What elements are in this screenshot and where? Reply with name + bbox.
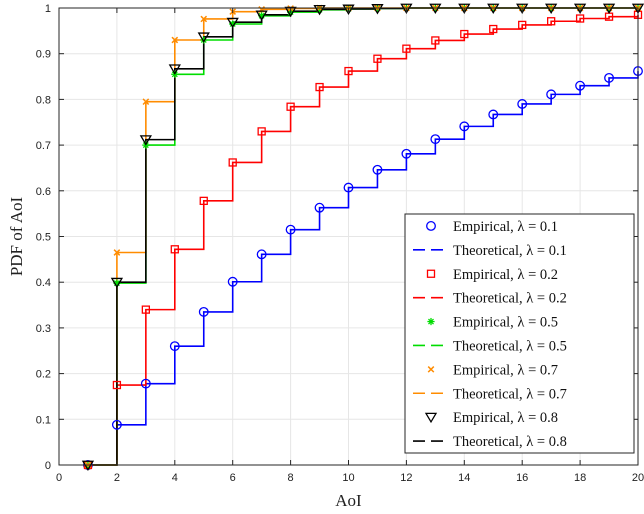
y-axis-title: PDF of AoI — [7, 196, 26, 276]
empirical-marker-lambda-0.2 — [141, 305, 151, 314]
legend-label-empirical: Empirical, λ = 0.8 — [453, 410, 558, 426]
y-tick-label: 0 — [45, 460, 51, 472]
empirical-marker-lambda-0.1 — [546, 89, 557, 100]
empirical-marker-lambda-0.2 — [257, 127, 266, 136]
empirical-marker-lambda-0.2 — [170, 245, 179, 254]
empirical-marker-lambda-0.2 — [402, 44, 411, 53]
legend-label-theoretical: Theoretical, λ = 0.8 — [453, 434, 567, 450]
y-tick-label: 0.7 — [36, 140, 51, 152]
empirical-marker-lambda-0.1 — [604, 72, 615, 83]
legend-label-empirical: Empirical, λ = 0.7 — [453, 362, 558, 378]
y-tick-label: 0.2 — [36, 369, 51, 381]
y-tick-label: 0.4 — [36, 277, 51, 289]
x-tick-label: 16 — [516, 472, 528, 484]
legend-label-empirical: Empirical, λ = 0.2 — [453, 267, 558, 283]
y-tick-label: 0.9 — [36, 49, 51, 61]
legend-label-theoretical: Theoretical, λ = 0.5 — [453, 338, 567, 354]
empirical-marker-lambda-0.8 — [284, 6, 297, 18]
empirical-marker-lambda-0.1 — [488, 109, 499, 120]
legend-label-empirical: Empirical, λ = 0.5 — [453, 315, 558, 331]
x-tick-label: 14 — [458, 472, 470, 484]
legend-marker-lambda-0.8 — [424, 412, 438, 424]
y-tick-label: 0.5 — [36, 232, 51, 244]
legend-label-empirical: Empirical, λ = 0.1 — [453, 219, 558, 235]
empirical-marker-lambda-0.1 — [430, 134, 441, 145]
empirical-marker-lambda-0.1 — [198, 306, 209, 317]
empirical-marker-lambda-0.1 — [314, 202, 325, 213]
empirical-marker-lambda-0.1 — [169, 341, 180, 352]
empirical-marker-lambda-0.2 — [518, 20, 527, 30]
empirical-marker-lambda-0.2 — [286, 102, 295, 111]
empirical-marker-lambda-0.1 — [256, 249, 267, 260]
empirical-marker-lambda-0.1 — [111, 419, 122, 430]
empirical-marker-lambda-0.7 — [200, 15, 208, 23]
x-tick-label: 8 — [288, 472, 294, 484]
x-tick-label: 6 — [230, 472, 236, 484]
y-tick-label: 1 — [45, 3, 51, 15]
empirical-marker-lambda-0.2 — [199, 196, 208, 206]
x-tick-label: 20 — [632, 472, 644, 484]
empirical-marker-lambda-0.1 — [459, 121, 470, 132]
legend-marker-lambda-0.2 — [426, 269, 436, 278]
empirical-marker-lambda-0.8 — [371, 4, 384, 15]
empirical-marker-lambda-0.8 — [226, 17, 239, 29]
empirical-marker-lambda-0.8 — [110, 277, 124, 289]
x-tick-label: 12 — [400, 472, 412, 484]
empirical-marker-lambda-0.2 — [315, 82, 324, 92]
empirical-marker-lambda-0.1 — [140, 378, 151, 389]
legend-marker-lambda-0.5 — [427, 317, 435, 326]
empirical-marker-lambda-0.7 — [113, 249, 121, 256]
x-tick-label: 4 — [172, 472, 178, 484]
empirical-marker-lambda-0.2 — [575, 14, 585, 23]
empirical-marker-lambda-0.2 — [344, 66, 353, 76]
legend-marker-lambda-0.7 — [427, 366, 435, 373]
legend-label-theoretical: Theoretical, λ = 0.7 — [453, 386, 567, 402]
empirical-marker-lambda-0.1 — [575, 80, 586, 91]
x-tick-label: 2 — [114, 472, 120, 484]
empirical-marker-lambda-0.2 — [489, 24, 498, 34]
empirical-marker-lambda-0.2 — [112, 380, 122, 390]
x-tick-label: 10 — [342, 472, 354, 484]
empirical-marker-lambda-0.1 — [401, 148, 412, 159]
x-tick-label: 0 — [56, 472, 62, 484]
y-tick-label: 0.6 — [36, 186, 51, 198]
empirical-marker-lambda-0.1 — [372, 164, 383, 175]
empirical-marker-lambda-0.7 — [171, 36, 179, 44]
empirical-marker-lambda-0.8 — [197, 32, 210, 43]
empirical-marker-lambda-0.2 — [373, 54, 382, 63]
legend-label-theoretical: Theoretical, λ = 0.2 — [453, 291, 567, 307]
y-tick-label: 0.3 — [36, 323, 51, 335]
empirical-marker-lambda-0.2 — [431, 36, 440, 45]
empirical-marker-lambda-0.8 — [168, 64, 181, 75]
empirical-marker-lambda-0.8 — [342, 4, 355, 15]
legend-label-theoretical: Theoretical, λ = 0.1 — [453, 243, 567, 259]
empirical-marker-lambda-0.8 — [313, 4, 326, 16]
x-tick-label: 18 — [574, 472, 586, 484]
empirical-marker-lambda-0.8 — [139, 135, 152, 146]
empirical-marker-lambda-0.1 — [227, 276, 238, 287]
y-tick-label: 0.1 — [36, 414, 51, 426]
y-tick-label: 0.8 — [36, 94, 51, 106]
legend-marker-lambda-0.1 — [426, 220, 436, 231]
empirical-marker-lambda-0.2 — [228, 158, 237, 167]
axis-ticks: 0 2 4 6 8 10 12 14 16 18 20 0 0.1 0.2 0.3 0.4 0.5 0.6 0.7 0… — [36, 3, 644, 484]
empirical-marker-lambda-0.2 — [460, 29, 469, 39]
empirical-marker-lambda-0.7 — [142, 98, 150, 106]
empirical-marker-lambda-0.2 — [547, 17, 556, 26]
theoretical-line-lambda-0.2 — [87, 14, 639, 466]
theoretical-line-lambda-0.1 — [87, 71, 639, 466]
legend: Empirical, λ = 0.1 Theoretical, λ = 0.1 Em… — [404, 213, 635, 454]
empirical-marker-lambda-0.1 — [517, 99, 528, 109]
x-axis-title: AoI — [335, 491, 362, 510]
legend-box — [404, 213, 635, 454]
empirical-marker-lambda-0.1 — [285, 224, 296, 235]
empirical-marker-lambda-0.1 — [343, 182, 354, 193]
empirical-marker-lambda-0.8 — [255, 10, 268, 21]
